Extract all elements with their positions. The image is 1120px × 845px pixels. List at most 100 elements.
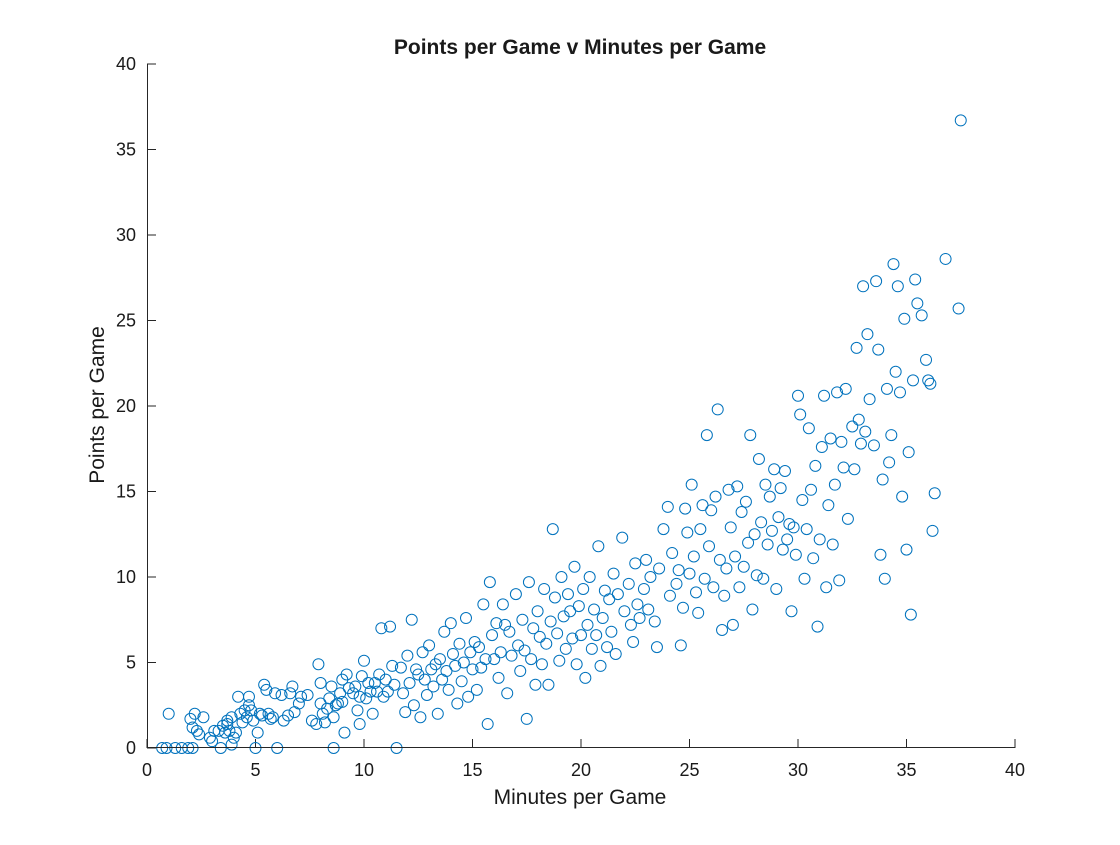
x-tick-label: 5 — [250, 760, 260, 780]
data-point — [683, 567, 696, 580]
data-point — [531, 605, 544, 618]
data-point — [451, 697, 464, 710]
data-point — [473, 641, 486, 654]
data-point — [394, 661, 407, 674]
data-point — [676, 601, 689, 614]
data-point — [479, 653, 492, 666]
data-point — [611, 588, 624, 601]
data-point — [405, 613, 418, 626]
data-point — [700, 429, 713, 442]
data-point — [564, 605, 577, 618]
data-point — [713, 553, 726, 566]
data-point — [327, 711, 340, 724]
data-point — [418, 673, 431, 686]
data-point — [561, 588, 574, 601]
data-point — [742, 536, 755, 549]
data-point — [837, 461, 850, 474]
data-point — [546, 523, 559, 536]
data-point — [729, 550, 742, 563]
data-point — [679, 502, 692, 515]
data-point — [301, 688, 314, 701]
data-point — [264, 712, 277, 725]
y-tick-label: 15 — [116, 482, 136, 502]
data-point — [431, 707, 444, 720]
data-point — [670, 577, 683, 590]
data-point — [722, 483, 735, 496]
data-point — [785, 605, 798, 618]
chart-title: Points per Game v Minutes per Game — [394, 36, 766, 59]
data-point — [529, 678, 542, 691]
data-point — [407, 699, 420, 712]
data-point — [397, 687, 410, 700]
data-point — [633, 612, 646, 625]
data-point — [863, 393, 876, 406]
data-point — [761, 538, 774, 551]
data-point — [644, 571, 657, 583]
data-point — [885, 429, 898, 442]
x-tick-label: 0 — [142, 760, 152, 780]
data-point — [774, 482, 787, 495]
x-tick-label: 30 — [788, 760, 808, 780]
data-point — [907, 374, 920, 387]
data-point — [954, 114, 967, 127]
data-point — [772, 511, 785, 524]
data-point — [262, 707, 275, 720]
data-point — [800, 523, 813, 536]
data-point — [553, 654, 566, 667]
data-point — [874, 548, 887, 561]
y-tick-label: 20 — [116, 396, 136, 416]
data-point — [911, 297, 924, 310]
data-point — [572, 600, 585, 613]
data-point — [687, 550, 700, 563]
data-point — [334, 687, 347, 700]
data-point — [416, 646, 429, 659]
data-point — [505, 649, 518, 662]
data-point — [724, 521, 737, 534]
data-point — [718, 589, 731, 602]
data-point — [787, 521, 800, 534]
data-point — [763, 490, 776, 503]
data-point — [288, 706, 301, 719]
data-point — [928, 487, 941, 500]
data-point — [783, 517, 796, 530]
data-point — [952, 302, 965, 315]
data-point — [826, 538, 839, 551]
data-point — [765, 524, 778, 537]
data-point — [789, 548, 802, 561]
data-point — [839, 382, 852, 395]
data-point — [878, 572, 891, 585]
data-point — [388, 678, 401, 691]
data-point — [490, 617, 503, 630]
data-point — [813, 533, 826, 546]
data-point — [805, 483, 818, 496]
data-point — [657, 523, 670, 536]
data-point — [926, 524, 939, 537]
data-point — [386, 659, 399, 672]
data-point — [577, 582, 590, 595]
data-point — [752, 453, 765, 466]
data-point — [438, 625, 451, 638]
data-point — [900, 543, 913, 556]
data-point — [349, 680, 362, 693]
y-tick-label: 35 — [116, 140, 136, 160]
data-point — [642, 603, 655, 616]
data-point — [295, 690, 308, 703]
data-point — [852, 413, 865, 426]
data-point — [898, 312, 911, 325]
data-point — [318, 716, 331, 729]
data-point — [240, 711, 253, 724]
data-point — [811, 620, 824, 633]
data-point — [518, 644, 531, 657]
data-point — [616, 531, 629, 544]
data-point — [266, 711, 279, 724]
data-point — [347, 687, 360, 700]
data-point — [260, 683, 273, 696]
data-point — [703, 540, 716, 553]
data-point — [242, 699, 255, 712]
data-point — [663, 589, 676, 602]
data-point — [286, 680, 299, 693]
data-point — [672, 564, 685, 577]
data-point — [353, 718, 366, 731]
y-tick-label: 0 — [126, 738, 136, 758]
data-point — [781, 533, 794, 546]
